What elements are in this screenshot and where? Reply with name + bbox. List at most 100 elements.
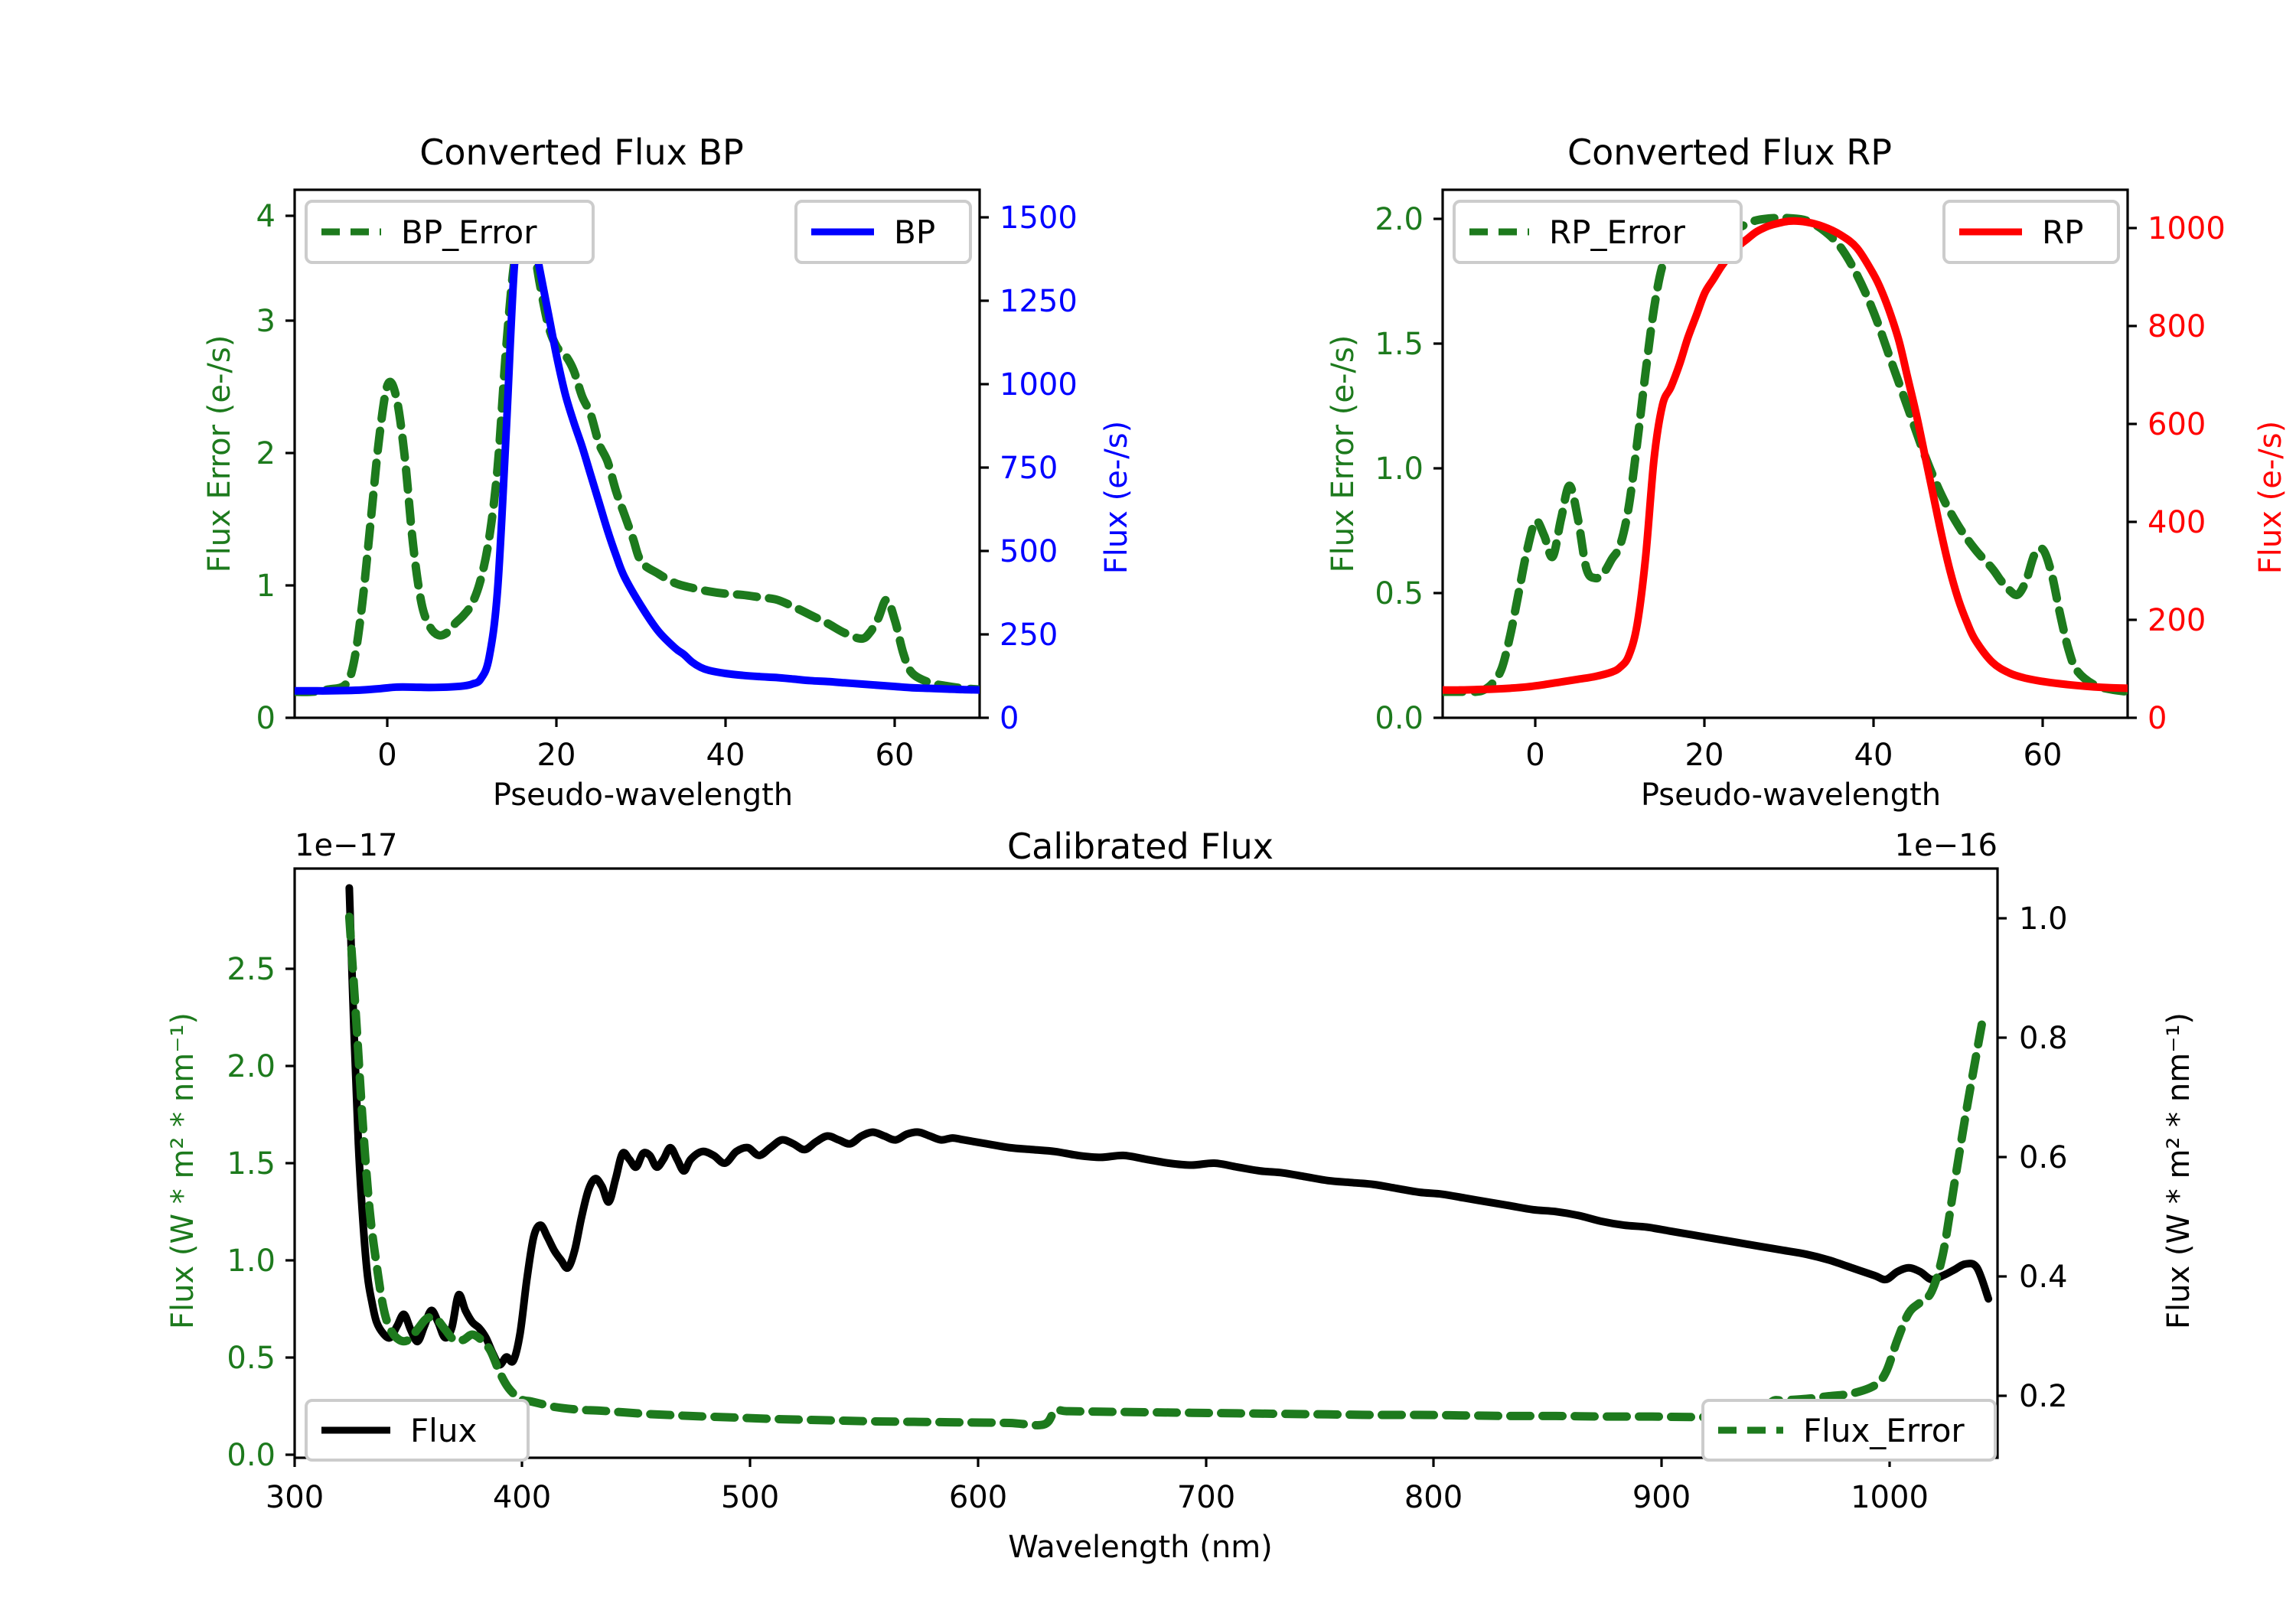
bp-xaxis: 0 20 40 60 Pseudo-wavelength [377, 718, 914, 813]
rp-panel-title: Converted Flux RP [1567, 132, 1892, 173]
rp-xaxis: 0 20 40 60 Pseudo-wavelength [1525, 718, 2062, 813]
bp-curves [295, 203, 980, 696]
cal-ylabel-left: Flux (W * m² * nm⁻¹) [165, 1012, 201, 1329]
series-bp [295, 203, 980, 695]
panel-calibrated-flux: Calibrated Flux 1e−17 1e−16 0.0 0.5 1.0 … [0, 811, 2296, 1607]
bp-ytick-left-3: 3 [256, 304, 276, 339]
bp-legend-flux[interactable]: BP [794, 200, 972, 264]
bp-ytick-left-1: 1 [256, 569, 276, 604]
bp-ytick-left-4: 4 [256, 199, 276, 234]
rp-ytick-right-0: 0 [2148, 701, 2167, 736]
rp-ytick-left-3: 1.5 [1375, 327, 1424, 362]
rp-xtick-2: 40 [1854, 738, 1893, 773]
bp-legend-error[interactable]: BP_Error [305, 200, 595, 264]
bp-error-legend-label: BP_Error [401, 214, 537, 251]
rp-xtick-1: 20 [1685, 738, 1724, 773]
rp-ytick-right-1: 200 [2148, 603, 2206, 638]
rp-ytick-left-2: 1.0 [1375, 451, 1424, 487]
bp-right-yaxis: 0 250 500 750 1000 1250 1500 Flux (e-/s) [980, 200, 1134, 736]
rp-ytick-right-2: 400 [2148, 505, 2206, 540]
rp-error-legend-label: RP_Error [1549, 214, 1686, 251]
cal-xtick-2: 500 [721, 1480, 779, 1515]
cal-xtick-7: 1000 [1851, 1480, 1929, 1515]
rp-legend-label: RP [2042, 214, 2084, 251]
cal-ytick-right-2: 0.6 [2019, 1140, 2068, 1175]
rp-ytick-left-0: 0.0 [1375, 701, 1424, 736]
cal-xtick-5: 800 [1404, 1480, 1463, 1515]
bp-axes-frame [293, 188, 981, 719]
cal-legend-flux-error[interactable]: Flux_Error [1701, 1399, 1997, 1462]
series-flux-error [344, 912, 1988, 1429]
cal-xlabel: Wavelength (nm) [1008, 1530, 1273, 1565]
bp-xtick-3: 60 [876, 738, 915, 773]
cal-xtick-6: 900 [1632, 1480, 1691, 1515]
cal-flux-legend-label: Flux [410, 1412, 477, 1449]
cal-ytick-right-4: 1.0 [2019, 901, 2068, 937]
cal-flux-error-legend-label: Flux_Error [1803, 1412, 1965, 1449]
cal-xtick-4: 700 [1177, 1480, 1235, 1515]
cal-offset-left: 1e−17 [295, 828, 397, 863]
panel-converted-flux-rp: Converted Flux RP 0.0 0.5 1.0 1.5 2.0 Fl… [1148, 0, 2296, 813]
rp-legend-error[interactable]: RP_Error [1453, 200, 1743, 264]
bp-ytick-right-1: 250 [1000, 618, 1058, 653]
rp-curves [1443, 214, 2128, 696]
rp-ylabel-right: Flux (e-/s) [2253, 421, 2288, 574]
cal-ytick-left-2: 1.0 [227, 1244, 276, 1279]
cal-ylabel-right: Flux (W * m² * nm⁻¹) [2161, 1012, 2197, 1329]
series-rp-error [1443, 214, 2128, 696]
bp-ylabel-right: Flux (e-/s) [1099, 421, 1134, 574]
cal-xtick-3: 600 [949, 1480, 1007, 1515]
cal-ytick-left-1: 0.5 [227, 1341, 276, 1376]
bp-ytick-left-2: 2 [256, 436, 276, 471]
rp-xtick-3: 60 [2024, 738, 2063, 773]
cal-xtick-1: 400 [493, 1480, 551, 1515]
panel-converted-flux-bp: Converted Flux BP 0 1 2 3 4 Flux Error (… [0, 0, 1148, 813]
cal-ytick-left-5: 2.5 [227, 952, 276, 987]
cal-ytick-right-3: 0.8 [2019, 1021, 2068, 1056]
cal-ytick-left-4: 2.0 [227, 1049, 276, 1084]
bp-ytick-right-2: 500 [1000, 534, 1058, 569]
bp-legend-label: BP [894, 214, 935, 251]
series-rp [1443, 217, 2128, 694]
rp-left-yaxis: 0.0 0.5 1.0 1.5 2.0 Flux Error (e-/s) [1326, 202, 1443, 736]
rp-ytick-right-3: 600 [2148, 407, 2206, 442]
series-flux [345, 884, 1993, 1369]
rp-ytick-right-4: 800 [2148, 309, 2206, 344]
bp-ytick-right-3: 750 [1000, 451, 1058, 486]
rp-axes-frame [1441, 188, 2129, 719]
rp-right-yaxis: 0 200 400 600 800 1000 Flux (e-/s) [2128, 211, 2288, 736]
cal-xaxis: 300 400 500 600 700 800 900 1000 Wavelen… [266, 1458, 1929, 1565]
bp-ytick-right-4: 1000 [1000, 367, 1078, 403]
cal-panel-title: Calibrated Flux [1007, 826, 1274, 867]
bp-ytick-right-6: 1500 [1000, 200, 1078, 236]
bp-ytick-right-5: 1250 [1000, 284, 1078, 319]
bp-xtick-2: 40 [706, 738, 745, 773]
cal-legend-flux[interactable]: Flux [305, 1399, 530, 1462]
bp-ylabel-left: Flux Error (e-/s) [202, 335, 237, 573]
bp-left-yaxis: 0 1 2 3 4 Flux Error (e-/s) [202, 199, 295, 736]
series-bp-error [295, 224, 980, 696]
cal-right-yaxis: 0.2 0.4 0.6 0.8 1.0 Flux (W * m² * nm⁻¹) [1998, 901, 2197, 1414]
cal-curves [344, 884, 1993, 1429]
rp-ytick-right-5: 1000 [2148, 211, 2226, 246]
rp-xlabel: Pseudo-wavelength [1641, 777, 1941, 813]
cal-xtick-0: 300 [266, 1480, 324, 1515]
bp-xlabel: Pseudo-wavelength [493, 777, 793, 813]
bp-xtick-0: 0 [377, 738, 396, 773]
rp-ytick-left-4: 2.0 [1375, 202, 1424, 237]
cal-ytick-left-3: 1.5 [227, 1146, 276, 1182]
bp-ytick-left-0: 0 [256, 701, 276, 736]
cal-ytick-right-1: 0.4 [2019, 1260, 2068, 1295]
rp-legend-flux[interactable]: RP [1942, 200, 2120, 264]
bp-xtick-1: 20 [537, 738, 576, 773]
rp-ylabel-left: Flux Error (e-/s) [1326, 335, 1361, 573]
cal-ytick-left-0: 0.0 [227, 1438, 276, 1473]
rp-xtick-0: 0 [1525, 738, 1544, 773]
bp-panel-title: Converted Flux BP [419, 132, 744, 173]
cal-ytick-right-0: 0.2 [2019, 1379, 2068, 1414]
cal-left-yaxis: 0.0 0.5 1.0 1.5 2.0 2.5 Flux (W * m² * n… [165, 952, 295, 1473]
cal-offset-right: 1e−16 [1895, 828, 1998, 863]
rp-ytick-left-1: 0.5 [1375, 576, 1424, 611]
bp-ytick-right-0: 0 [1000, 701, 1019, 736]
